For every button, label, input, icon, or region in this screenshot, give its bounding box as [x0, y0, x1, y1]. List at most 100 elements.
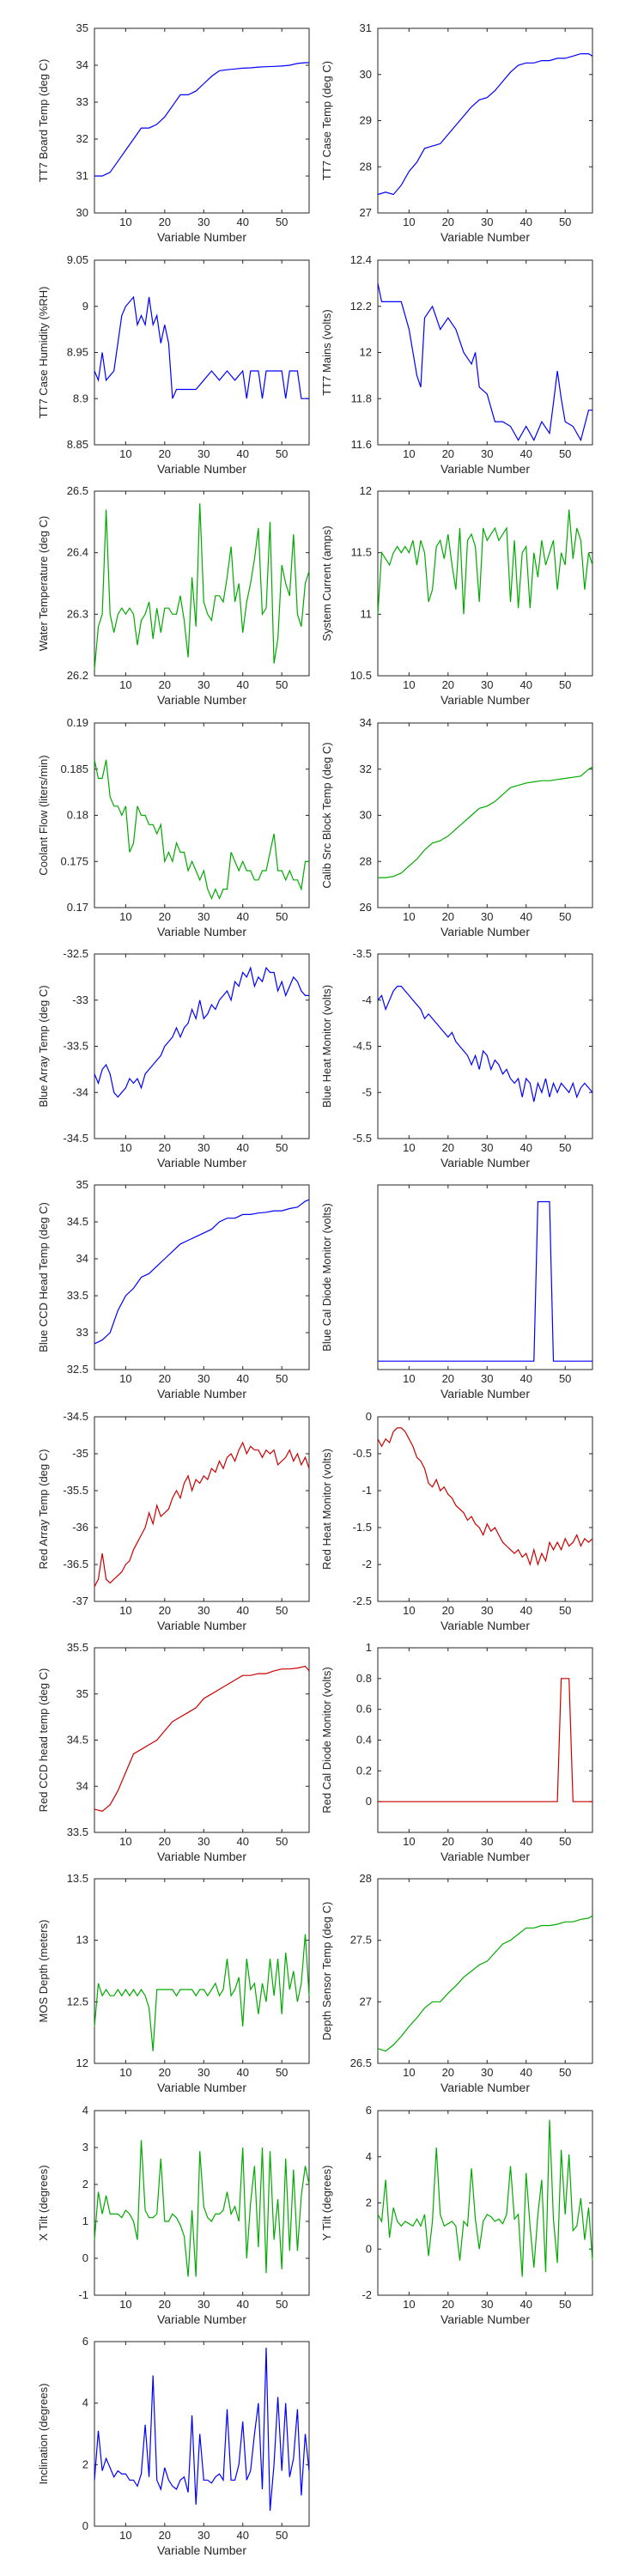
- chart-panel: 10 20 30 40 50 30 31 32 33 34 35 Variable Number TT7…: [37, 21, 310, 244]
- y-tick-label: 30: [360, 68, 372, 81]
- x-tick-label: 20: [442, 2298, 454, 2311]
- x-tick-label: 40: [236, 1372, 248, 1385]
- y-tick-label: 4: [366, 2150, 372, 2163]
- y-axis-label: Y Tilt (degrees): [320, 2166, 333, 2241]
- y-axis-label: System Current (amps): [320, 526, 333, 641]
- x-tick-label: 20: [159, 910, 171, 923]
- y-tick-label: 12: [76, 2057, 88, 2069]
- y-tick-label: 27: [360, 1995, 372, 2008]
- x-tick-label: 50: [276, 1141, 288, 1154]
- x-tick-label: 50: [559, 678, 571, 691]
- plot-frame: [94, 1647, 310, 1833]
- series-line: [94, 2348, 310, 2512]
- x-tick-label: 30: [197, 1372, 210, 1385]
- y-tick-label: -2.5: [353, 1595, 372, 1607]
- y-tick-label: 0: [366, 1795, 372, 1807]
- series-line: [377, 52, 593, 196]
- y-axis-label: Red Array Temp (deg C): [37, 1449, 50, 1570]
- y-tick-label: 28: [360, 854, 372, 867]
- x-tick-label: 10: [403, 216, 415, 228]
- x-tick-label: 50: [276, 1604, 288, 1617]
- x-tick-label: 50: [559, 1835, 571, 1848]
- x-tick-label: 20: [442, 678, 454, 691]
- y-tick-label: 2: [82, 2458, 88, 2470]
- chart-panel: 10 20 30 40 50 -2 0 2 4 6 Variable Number Y Tilt (d…: [320, 2104, 593, 2326]
- plot-frame: [377, 27, 593, 214]
- x-axis-label: Variable Number: [157, 1156, 246, 1170]
- y-tick-label: 26.2: [67, 669, 88, 682]
- chart-panel: 10 20 30 40 50 -34.5 -34 -33.5 -33 -32.5 Variable …: [37, 947, 310, 1170]
- x-tick-label: 40: [236, 447, 248, 460]
- x-tick-label: 30: [481, 447, 493, 460]
- x-tick-label: 40: [236, 1835, 248, 1848]
- x-tick-label: 10: [403, 447, 415, 460]
- y-tick-label: 32: [360, 762, 372, 775]
- y-tick-label: 11.5: [351, 546, 372, 559]
- plot-frame: [94, 27, 310, 214]
- x-tick-label: 20: [442, 1604, 454, 1617]
- x-tick-label: 10: [403, 1141, 415, 1154]
- y-tick-label: 26.4: [67, 546, 88, 559]
- y-tick-label: 34.5: [67, 1734, 88, 1747]
- series-line: [377, 2119, 593, 2277]
- x-tick-label: 40: [519, 1604, 532, 1617]
- y-tick-label: -5.5: [353, 1132, 372, 1145]
- x-axis-label: Variable Number: [440, 1156, 530, 1170]
- y-axis-label: Red Heat Monitor (volts): [320, 1449, 333, 1570]
- x-tick-label: 30: [197, 1141, 210, 1154]
- plot-frame: [94, 953, 310, 1139]
- y-tick-label: 33: [76, 95, 88, 108]
- x-tick-label: 50: [559, 216, 571, 228]
- x-tick-label: 40: [236, 910, 248, 923]
- y-tick-label: -33.5: [63, 1040, 88, 1053]
- y-tick-label: -34.5: [63, 1132, 88, 1145]
- y-tick-label: 2: [82, 2178, 88, 2190]
- plot-frame: [377, 1416, 593, 1602]
- y-tick-label: 0.2: [356, 1764, 372, 1777]
- series-line: [377, 985, 593, 1103]
- x-tick-label: 30: [197, 1604, 210, 1617]
- y-tick-label: 12.2: [350, 300, 372, 313]
- x-tick-label: 50: [276, 447, 288, 460]
- y-axis-label: Red Cal Diode Monitor (volts): [320, 1667, 333, 1814]
- x-axis-label: Variable Number: [440, 1619, 530, 1632]
- y-tick-label: 11.8: [351, 392, 372, 404]
- y-tick-label: 10.5: [350, 669, 372, 682]
- series-line: [377, 283, 592, 442]
- x-tick-label: 40: [519, 2298, 532, 2311]
- x-tick-label: 40: [519, 910, 532, 923]
- x-tick-label: 40: [236, 2529, 248, 2542]
- x-tick-label: 20: [159, 1835, 171, 1848]
- chart-panel: 10 20 30 40 50 0 2 4 6 Variable Number Inclination…: [37, 2335, 310, 2557]
- x-tick-label: 20: [159, 2529, 171, 2542]
- y-tick-label: 9: [82, 300, 88, 313]
- y-tick-label: 30: [76, 206, 88, 219]
- plot-frame: [377, 1878, 593, 2064]
- x-axis-label: Variable Number: [440, 2312, 530, 2326]
- y-tick-label: 12.4: [350, 253, 372, 266]
- y-tick-label: 0.4: [356, 1734, 372, 1747]
- x-tick-label: 50: [276, 1372, 288, 1385]
- x-axis-label: Variable Number: [440, 462, 530, 476]
- x-tick-label: 30: [197, 678, 210, 691]
- y-tick-label: -2: [361, 1558, 372, 1571]
- chart-panel: 10 20 30 40 50 33.5 34 34.5 35 35.5 Variable Numbe…: [37, 1641, 310, 1863]
- y-tick-label: -36: [72, 1521, 88, 1534]
- x-tick-label: 30: [197, 910, 210, 923]
- x-axis-label: Variable Number: [440, 230, 530, 244]
- plot-frame: [94, 2341, 310, 2527]
- y-tick-label: 8.9: [73, 392, 88, 404]
- y-tick-label: 34: [76, 58, 88, 71]
- y-tick-label: 34: [360, 716, 372, 729]
- series-line: [94, 2140, 310, 2277]
- x-tick-label: 50: [276, 678, 288, 691]
- y-axis-label: Inclination (degrees): [37, 2384, 50, 2485]
- y-tick-label: 1: [82, 2215, 88, 2227]
- x-tick-label: 20: [159, 447, 171, 460]
- x-axis-label: Variable Number: [157, 1850, 246, 1863]
- x-tick-label: 20: [159, 1141, 171, 1154]
- x-tick-label: 40: [519, 678, 532, 691]
- x-tick-label: 20: [159, 2298, 171, 2311]
- x-tick-label: 50: [276, 1835, 288, 1848]
- y-tick-label: 2: [366, 2196, 372, 2209]
